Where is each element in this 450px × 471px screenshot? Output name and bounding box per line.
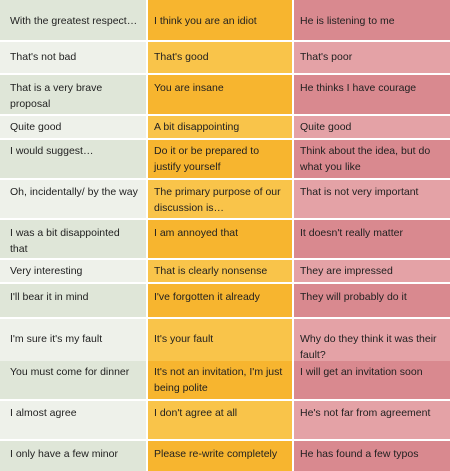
table-cell-mean: You are insane [148, 75, 294, 114]
table-cell-mean: It's not an invitation, I'm just being p… [148, 361, 294, 399]
table-cell-say: Very interesting [0, 260, 148, 282]
table-row: With the greatest respect… I think you a… [0, 0, 450, 40]
table-cell-understood: He is listening to me [294, 0, 450, 40]
table-row: I would suggest… Do it or be prepared to… [0, 138, 450, 178]
table-cell-say: I was a bit disappointed that [0, 220, 148, 258]
table-cell-understood: Quite good [294, 116, 450, 138]
table-cell-understood: He has found a few typos [294, 441, 450, 471]
table-row: I almost agree I don't agree at all He's… [0, 399, 450, 439]
table-cell-understood: That's poor [294, 42, 450, 73]
table-row: I'm sure it's my fault It's your fault W… [0, 317, 450, 363]
table-cell-say: I'll bear it in mind [0, 284, 148, 317]
table-row: I'll bear it in mind I've forgotten it a… [0, 282, 450, 317]
table-cell-mean: It's your fault [148, 319, 294, 363]
table-cell-say: I would suggest… [0, 140, 148, 178]
table-cell-understood: I will get an invitation soon [294, 361, 450, 399]
table-cell-understood: That is not very important [294, 180, 450, 218]
table-cell-understood: Think about the idea, but do what you li… [294, 140, 450, 178]
table-row: I only have a few minor Please re-write … [0, 439, 450, 471]
table-cell-mean: The primary purpose of our discussion is… [148, 180, 294, 218]
table-row: That is a very brave proposal You are in… [0, 73, 450, 114]
table-cell-say: Oh, incidentally/ by the way [0, 180, 148, 218]
table-cell-understood: They are impressed [294, 260, 450, 282]
table-cell-understood: Why do they think it was their fault? [294, 319, 450, 363]
table-cell-mean: A bit disappointing [148, 116, 294, 138]
table-cell-mean: That's good [148, 42, 294, 73]
table-cell-understood: It doesn't really matter [294, 220, 450, 258]
table-cell-say: You must come for dinner [0, 361, 148, 399]
table-row: I was a bit disappointed that I am annoy… [0, 218, 450, 258]
table-cell-mean: I've forgotten it already [148, 284, 294, 317]
table-cell-say: I almost agree [0, 401, 148, 439]
table-cell-understood: He's not far from agreement [294, 401, 450, 439]
table-cell-say: That's not bad [0, 42, 148, 73]
table-row: Very interesting That is clearly nonsens… [0, 258, 450, 282]
table-row: That's not bad That's good That's poor [0, 40, 450, 73]
table-row: Oh, incidentally/ by the way The primary… [0, 178, 450, 218]
table-cell-say: Quite good [0, 116, 148, 138]
table-cell-mean: I think you are an idiot [148, 0, 294, 40]
table-row: Quite good A bit disappointing Quite goo… [0, 114, 450, 138]
table-cell-say: With the greatest respect… [0, 0, 148, 40]
table-cell-mean: I don't agree at all [148, 401, 294, 439]
table-cell-mean: Do it or be prepared to justify yourself [148, 140, 294, 178]
table-cell-mean: Please re-write completely [148, 441, 294, 471]
table-cell-understood: He thinks I have courage [294, 75, 450, 114]
table-row: You must come for dinner It's not an inv… [0, 359, 450, 399]
table-cell-understood: They will probably do it [294, 284, 450, 317]
table-cell-say: I'm sure it's my fault [0, 319, 148, 363]
table-cell-say: I only have a few minor [0, 441, 148, 471]
table-cell-mean: I am annoyed that [148, 220, 294, 258]
table-cell-mean: That is clearly nonsense [148, 260, 294, 282]
table-cell-say: That is a very brave proposal [0, 75, 148, 114]
